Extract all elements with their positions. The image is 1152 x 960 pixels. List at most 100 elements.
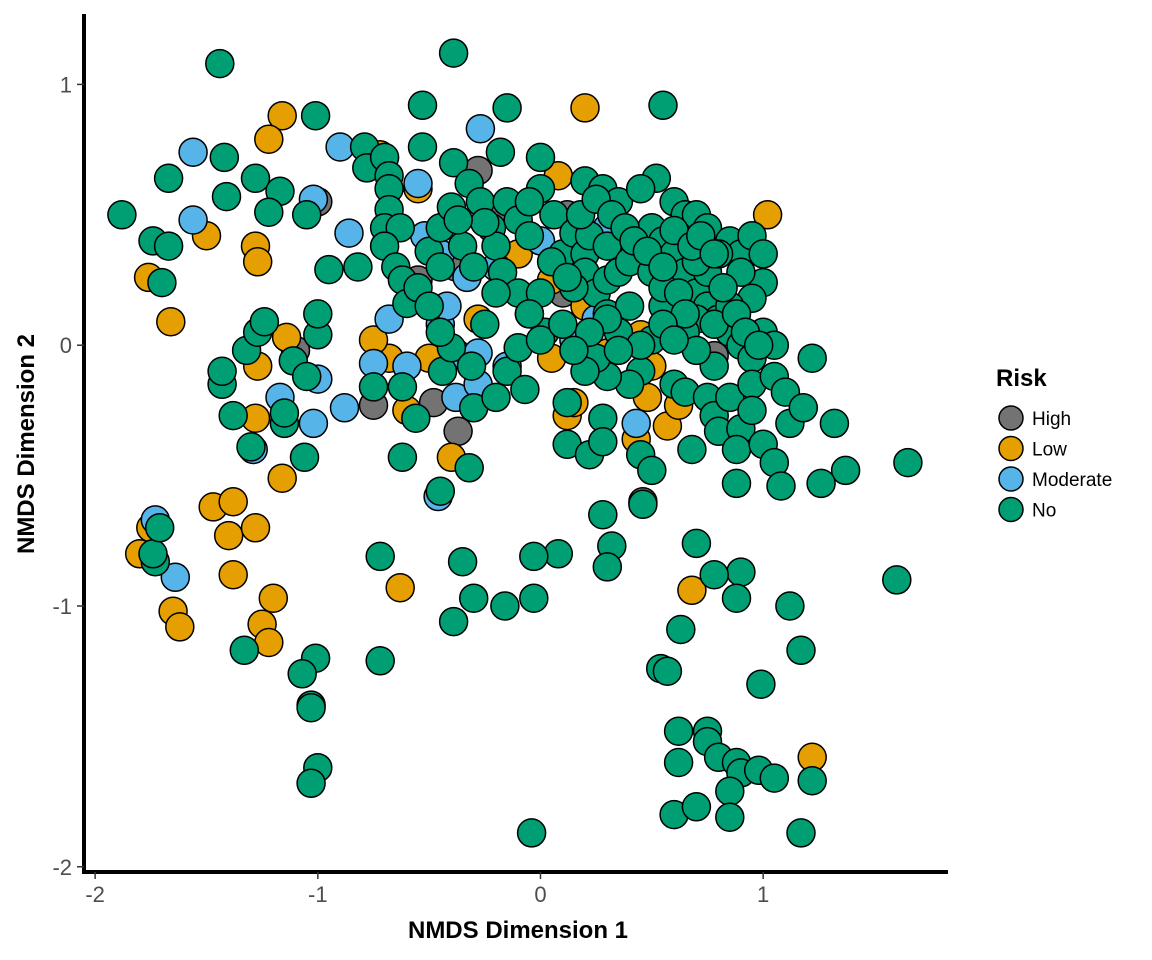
point-no <box>287 659 317 689</box>
point-no <box>715 776 745 806</box>
point-no <box>726 557 756 587</box>
point-no <box>291 200 322 230</box>
point-no <box>314 254 344 285</box>
point-no <box>365 646 395 676</box>
point-no <box>882 565 912 595</box>
point-no <box>425 317 456 347</box>
point-no <box>240 163 271 194</box>
point-no <box>296 768 326 799</box>
y-tick-label: 1 <box>60 72 72 97</box>
point-low <box>258 583 289 613</box>
points-layer <box>107 38 923 848</box>
point-no <box>819 408 850 439</box>
point-no <box>699 239 729 269</box>
point-no <box>407 90 438 121</box>
point-no <box>236 432 266 462</box>
point-no <box>648 90 678 121</box>
point-no <box>514 187 545 217</box>
legend-label-low: Low <box>1032 440 1067 461</box>
point-no <box>588 499 618 530</box>
point-low <box>385 572 415 603</box>
legend-title: Risk <box>996 365 1047 392</box>
x-tick-label: 1 <box>757 882 769 907</box>
point-moderate <box>329 393 360 423</box>
point-low <box>213 520 244 551</box>
point-no <box>666 614 696 645</box>
point-no <box>153 231 184 261</box>
point-no <box>358 372 389 402</box>
point-no <box>737 395 767 426</box>
point-no <box>721 468 752 499</box>
point-no <box>458 583 489 613</box>
point-no <box>746 669 776 699</box>
point-no <box>588 426 618 457</box>
point-no <box>893 447 923 478</box>
point-no <box>425 252 456 282</box>
point-no <box>648 252 678 282</box>
point-moderate <box>334 218 364 248</box>
y-tick-label: 0 <box>60 333 72 358</box>
point-low <box>570 93 600 123</box>
point-no <box>559 335 589 366</box>
point-no <box>721 434 752 465</box>
point-low <box>677 575 707 606</box>
point-no <box>291 361 322 392</box>
point-no <box>343 252 373 282</box>
point-moderate <box>298 408 329 439</box>
point-no <box>296 692 326 723</box>
point-no <box>759 763 790 793</box>
legend-label-moderate: Moderate <box>1032 470 1112 491</box>
x-axis-title: NMDS Dimension 1 <box>408 917 628 944</box>
point-no <box>107 200 137 230</box>
point-low <box>240 513 271 543</box>
point-no <box>663 747 694 778</box>
point-no <box>775 591 805 621</box>
point-no <box>525 325 556 355</box>
point-no <box>481 382 511 413</box>
point-no <box>552 387 582 418</box>
point-low <box>254 627 284 658</box>
point-no <box>628 489 658 520</box>
point-no <box>303 299 333 329</box>
point-no <box>490 591 520 621</box>
point-no <box>481 278 511 308</box>
point-no <box>269 398 300 428</box>
legend-label-high: High <box>1032 409 1071 430</box>
point-no <box>830 455 861 486</box>
point-no <box>387 442 418 473</box>
point-no <box>681 792 712 822</box>
legend-key-no <box>998 496 1024 523</box>
point-no <box>254 197 284 227</box>
point-low <box>156 306 186 337</box>
point-no <box>438 606 469 637</box>
point-moderate <box>160 562 191 593</box>
point-no <box>470 207 500 238</box>
point-no <box>144 513 175 543</box>
point-no <box>788 393 819 423</box>
legend-key-moderate <box>998 466 1024 492</box>
point-no <box>153 163 184 194</box>
point-no <box>715 802 745 832</box>
legend-key-low <box>998 435 1024 462</box>
x-tick-label: -2 <box>85 882 105 907</box>
point-no <box>516 818 547 848</box>
point-no <box>289 442 320 473</box>
point-no <box>492 93 522 123</box>
point-no <box>387 372 418 402</box>
point-no <box>766 471 796 501</box>
point-no <box>249 306 280 337</box>
point-low <box>267 100 297 131</box>
legend-key-high <box>998 405 1024 431</box>
point-no <box>138 539 168 569</box>
point-no <box>708 273 738 303</box>
point-moderate <box>621 408 651 439</box>
point-moderate <box>403 168 433 199</box>
point-no <box>614 291 645 321</box>
legend: Risk High Low Moderate No <box>996 365 1112 523</box>
point-no <box>525 142 556 173</box>
point-no <box>715 382 745 413</box>
point-no <box>652 656 683 686</box>
point-no <box>681 528 712 559</box>
point-no <box>458 252 489 282</box>
point-no <box>401 403 431 433</box>
